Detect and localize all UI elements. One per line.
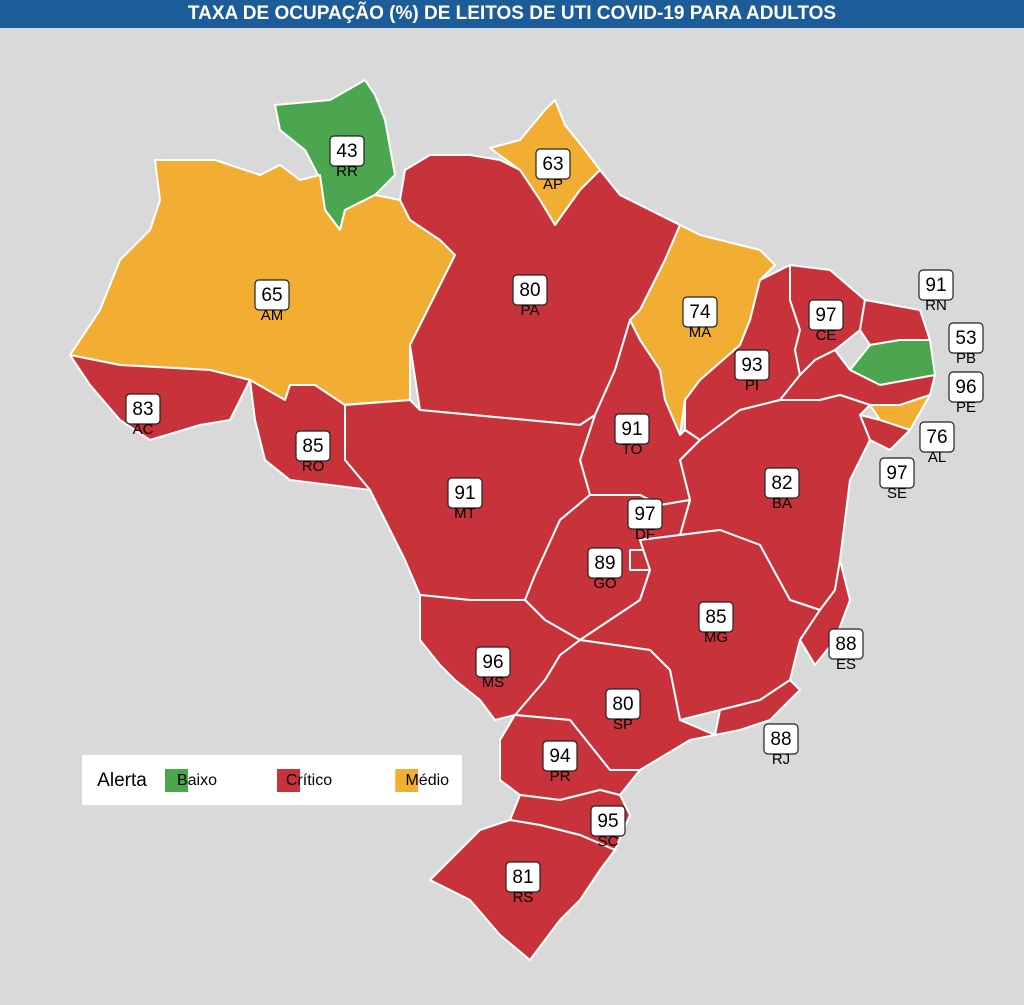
title: TAXA DE OCUPAÇÃO (%) DE LEITOS DE UTI CO… bbox=[0, 0, 1024, 28]
value-box bbox=[605, 688, 641, 720]
value-box bbox=[295, 430, 331, 462]
state-value: 89 bbox=[594, 553, 615, 574]
state-code: MS bbox=[482, 674, 505, 691]
state-code: ES bbox=[836, 656, 856, 673]
states bbox=[69, 79, 936, 961]
state-code: SE bbox=[887, 485, 907, 502]
state-code: CE bbox=[816, 327, 837, 344]
state-value: 74 bbox=[689, 302, 711, 323]
state-value: 80 bbox=[612, 694, 633, 715]
value-box bbox=[512, 274, 548, 306]
state-code: RR bbox=[336, 163, 358, 180]
legend-swatch bbox=[395, 769, 419, 792]
state-value: 95 bbox=[597, 811, 618, 832]
value-box bbox=[505, 861, 541, 893]
state-shape bbox=[799, 559, 851, 666]
state-code: GO bbox=[593, 575, 616, 592]
value-box bbox=[682, 296, 718, 328]
state-code: AC bbox=[133, 421, 154, 438]
value-box bbox=[764, 467, 800, 499]
value-box bbox=[254, 279, 290, 311]
state-code: BA bbox=[772, 495, 792, 512]
state-value: 80 bbox=[519, 280, 540, 301]
value-box bbox=[879, 457, 915, 489]
state-value: 85 bbox=[705, 607, 726, 628]
state-code: DF bbox=[635, 526, 655, 543]
state-value: 93 bbox=[741, 355, 762, 376]
legend-title: Alerta bbox=[97, 770, 147, 791]
value-box bbox=[475, 646, 511, 678]
state-code: PR bbox=[550, 768, 571, 785]
state-code: MG bbox=[704, 629, 728, 646]
state-value: 97 bbox=[634, 504, 655, 525]
value-box bbox=[535, 148, 571, 180]
state-value: 97 bbox=[886, 463, 907, 484]
state-code: SP bbox=[613, 716, 633, 733]
state-code: RO bbox=[302, 458, 325, 475]
state-value: 53 bbox=[955, 328, 976, 349]
state-code: TO bbox=[622, 441, 643, 458]
state-value: 96 bbox=[482, 652, 503, 673]
state-code: AM bbox=[261, 307, 284, 324]
legend: Alerta Baixo Crítico Médio bbox=[82, 755, 462, 805]
value-box bbox=[125, 393, 161, 425]
state-code: SC bbox=[598, 833, 619, 850]
value-box bbox=[763, 723, 799, 755]
state-code: MT bbox=[454, 505, 476, 522]
state-value: 76 bbox=[926, 427, 947, 448]
value-box bbox=[734, 349, 770, 381]
legend-label: Médio bbox=[405, 772, 449, 789]
state-code: PA bbox=[521, 302, 540, 319]
state-value: 43 bbox=[336, 141, 357, 162]
state-value: 88 bbox=[770, 729, 791, 750]
value-box bbox=[587, 547, 623, 579]
legend-swatch bbox=[277, 769, 301, 792]
legend-label: Baixo bbox=[177, 772, 217, 789]
state-shape bbox=[714, 679, 801, 736]
value-box bbox=[948, 322, 984, 354]
state-value: 91 bbox=[454, 483, 475, 504]
value-box bbox=[542, 740, 578, 772]
state-code: PI bbox=[745, 377, 759, 394]
value-box bbox=[447, 477, 483, 509]
value-box bbox=[808, 299, 844, 331]
state-value: 63 bbox=[542, 154, 563, 175]
state-shape bbox=[859, 299, 931, 346]
state-value: 91 bbox=[621, 419, 642, 440]
state-value: 83 bbox=[132, 399, 153, 420]
state-code: AP bbox=[543, 176, 563, 193]
state-code: PB bbox=[956, 350, 976, 367]
value-box bbox=[329, 135, 365, 167]
state-value: 88 bbox=[835, 634, 856, 655]
state-value: 85 bbox=[302, 436, 323, 457]
legend-label: Crítico bbox=[286, 772, 332, 789]
state-code: PE bbox=[956, 399, 976, 416]
state-value: 65 bbox=[261, 285, 282, 306]
state-code: RS bbox=[513, 889, 534, 906]
state-value: 82 bbox=[771, 473, 792, 494]
value-box bbox=[698, 601, 734, 633]
value-box bbox=[828, 628, 864, 660]
state-value: 94 bbox=[549, 746, 571, 767]
state-code: RN bbox=[925, 297, 947, 314]
value-box bbox=[590, 805, 626, 837]
state-value: 97 bbox=[815, 305, 836, 326]
value-box bbox=[918, 269, 954, 301]
state-value: 96 bbox=[955, 377, 976, 398]
value-box bbox=[627, 498, 663, 530]
state-code: AL bbox=[928, 449, 946, 466]
state-value: 81 bbox=[512, 867, 533, 888]
value-box bbox=[948, 371, 984, 403]
state-value: 91 bbox=[925, 275, 946, 296]
legend-swatch bbox=[165, 769, 188, 792]
state-code: RJ bbox=[772, 751, 790, 768]
state-code: MA bbox=[689, 324, 712, 341]
value-box bbox=[919, 421, 955, 453]
value-box bbox=[614, 413, 650, 445]
